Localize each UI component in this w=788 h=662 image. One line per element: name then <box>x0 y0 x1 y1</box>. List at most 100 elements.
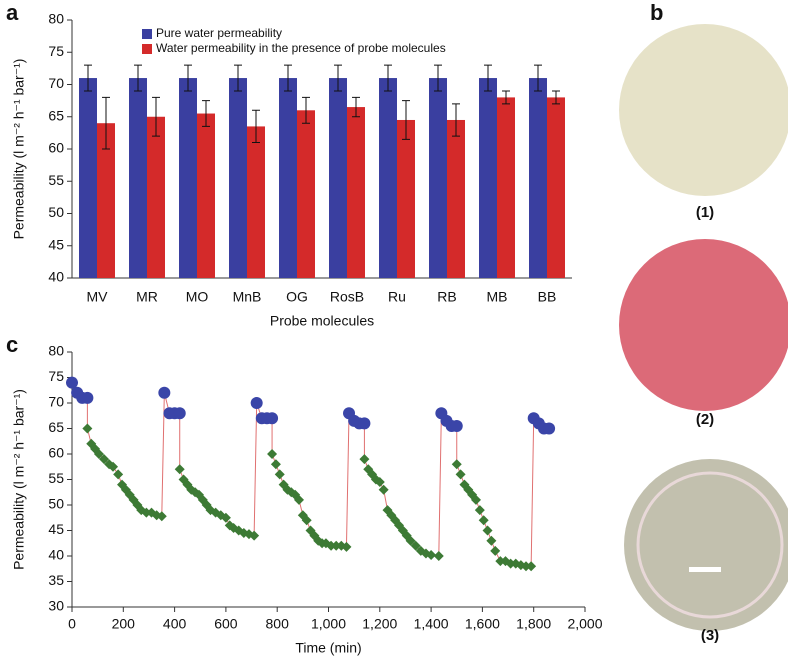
error-bar <box>434 64 442 92</box>
y-tick-label: 60 <box>48 445 64 461</box>
diamond-point <box>526 561 537 572</box>
circle-point <box>450 419 463 432</box>
diamond-point <box>294 494 305 505</box>
panel-label: c <box>6 332 18 357</box>
diamond-point <box>331 540 342 551</box>
x-tick-label: MB <box>487 289 508 305</box>
diamond-point <box>120 484 131 495</box>
diamond-point <box>270 459 281 470</box>
y-tick-label: 80 <box>48 343 64 359</box>
diamond-point <box>410 540 421 551</box>
bar <box>497 97 515 279</box>
y-tick-label: 55 <box>48 172 64 188</box>
y-axis-label: Permeability (l m⁻² h⁻¹ bar⁻¹) <box>11 59 27 240</box>
x-axis-label: Time (min) <box>295 640 361 656</box>
y-tick-label: 75 <box>48 368 64 384</box>
diamond-point <box>433 551 444 561</box>
error-bar <box>202 100 210 127</box>
circle-point <box>158 386 171 399</box>
y-tick-label: 45 <box>48 521 64 537</box>
bar <box>529 78 547 278</box>
bar <box>397 119 415 278</box>
y-tick-label: 70 <box>48 394 64 410</box>
y-tick-label: 65 <box>48 419 64 435</box>
panel-label: b <box>650 0 663 25</box>
bar <box>247 126 265 278</box>
error-bar <box>502 90 510 105</box>
bar <box>429 78 447 278</box>
error-bar <box>84 64 92 92</box>
diamond-point <box>405 535 416 546</box>
diamond-point <box>113 469 124 480</box>
y-tick-label: 80 <box>48 11 64 27</box>
x-tick-label: 2,000 <box>567 616 602 632</box>
circle-point <box>543 422 556 435</box>
error-bar <box>384 64 392 92</box>
diamond-point <box>490 545 501 556</box>
x-tick-label: BB <box>538 289 557 305</box>
error-bar <box>334 64 342 92</box>
y-tick-label: 35 <box>48 572 64 588</box>
bar <box>179 78 197 278</box>
error-bar <box>302 96 310 124</box>
panel-label: a <box>6 0 19 25</box>
x-tick-label: MO <box>186 289 209 305</box>
photo-ring <box>636 471 784 619</box>
diamond-point <box>156 511 167 522</box>
error-bar <box>134 64 142 92</box>
error-bar <box>234 64 242 92</box>
x-tick-label: OG <box>286 289 308 305</box>
circle-point <box>173 407 186 420</box>
error-bar <box>402 100 410 140</box>
diamond-point <box>378 484 389 495</box>
circle-point <box>358 417 371 430</box>
diamond-point <box>359 454 370 465</box>
bar <box>129 78 147 278</box>
x-tick-label: 1,000 <box>311 616 346 632</box>
error-bar <box>534 64 542 92</box>
diamond-point <box>326 540 337 551</box>
legend-label: Pure water permeability <box>156 26 282 40</box>
x-axis-label: Probe molecules <box>270 313 374 329</box>
diamond-point <box>521 561 532 572</box>
legend-label: Water permeability in the presence of pr… <box>156 41 446 55</box>
photo-caption: (3) <box>701 627 719 644</box>
bar <box>297 110 315 278</box>
x-tick-label: 0 <box>68 616 76 632</box>
diamond-point <box>470 494 481 505</box>
bar <box>97 123 115 278</box>
bar <box>229 78 247 278</box>
x-tick-label: 1,400 <box>414 616 449 632</box>
bar <box>479 78 497 278</box>
bar <box>547 97 565 279</box>
bar <box>329 78 347 278</box>
bar <box>197 113 215 279</box>
diamond-point <box>301 515 312 526</box>
error-bar <box>102 96 110 150</box>
y-tick-label: 40 <box>48 547 64 563</box>
photo-caption: (1) <box>696 204 714 221</box>
x-tick-label: 800 <box>266 616 290 632</box>
diamond-point <box>82 423 93 434</box>
bar <box>379 78 397 278</box>
diamond-point <box>249 530 260 541</box>
y-tick-label: 30 <box>48 598 64 614</box>
x-tick-label: 1,200 <box>362 616 397 632</box>
photo-caption: (2) <box>696 411 714 428</box>
error-bar <box>184 64 192 92</box>
bar <box>447 119 465 278</box>
legend-swatch <box>142 44 152 54</box>
bar <box>79 78 97 278</box>
error-bar <box>352 96 360 118</box>
diamond-point <box>451 459 462 470</box>
x-tick-label: 1,600 <box>465 616 500 632</box>
diamond-point <box>220 512 231 523</box>
diamond-point <box>141 507 152 518</box>
y-tick-label: 60 <box>48 140 64 156</box>
diamond-point <box>341 541 352 552</box>
x-tick-label: Ru <box>388 289 406 305</box>
error-bar <box>152 96 160 137</box>
error-bar <box>284 64 292 92</box>
x-tick-label: MR <box>136 289 158 305</box>
circle-point <box>81 391 94 404</box>
